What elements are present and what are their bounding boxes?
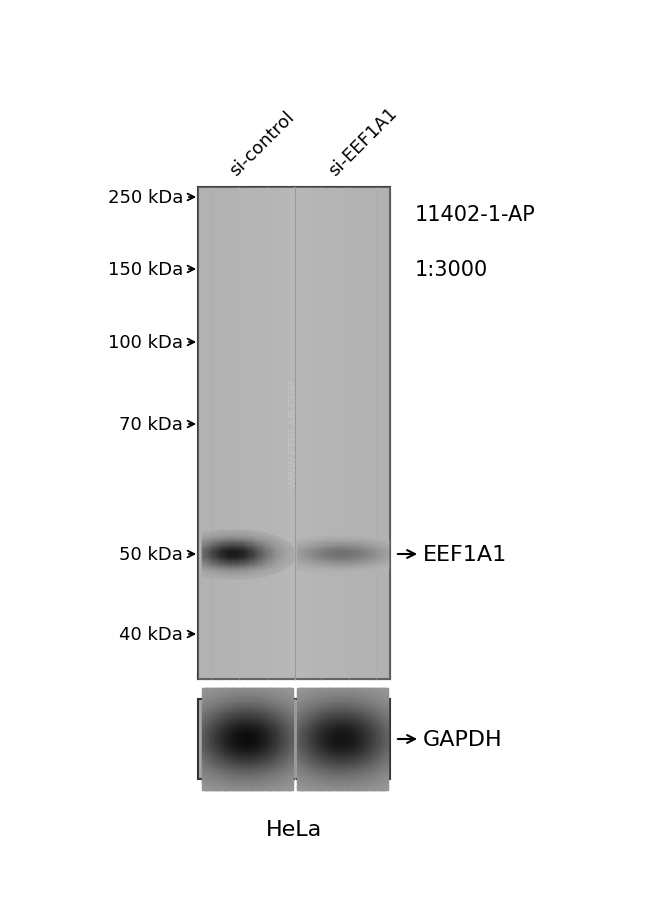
Text: 1:3000: 1:3000	[415, 260, 488, 280]
Text: 100 kDa: 100 kDa	[108, 334, 183, 352]
Text: HeLa: HeLa	[266, 819, 322, 839]
Bar	[198, 188, 390, 679]
Text: 70 kDa: 70 kDa	[119, 416, 183, 434]
Text: si-EEF1A1: si-EEF1A1	[324, 105, 400, 179]
Text: 250 kDa: 250 kDa	[108, 189, 183, 207]
Text: EEF1A1: EEF1A1	[423, 545, 508, 565]
Text: si-control: si-control	[226, 108, 297, 179]
Text: 40 kDa: 40 kDa	[119, 625, 183, 643]
Text: 150 kDa: 150 kDa	[108, 261, 183, 279]
Text: GAPDH: GAPDH	[423, 729, 502, 750]
Text: 50 kDa: 50 kDa	[119, 546, 183, 564]
Text: WWW.PTGLAB.COM: WWW.PTGLAB.COM	[289, 379, 299, 488]
Bar	[198, 699, 390, 779]
Text: 11402-1-AP: 11402-1-AP	[415, 205, 536, 225]
